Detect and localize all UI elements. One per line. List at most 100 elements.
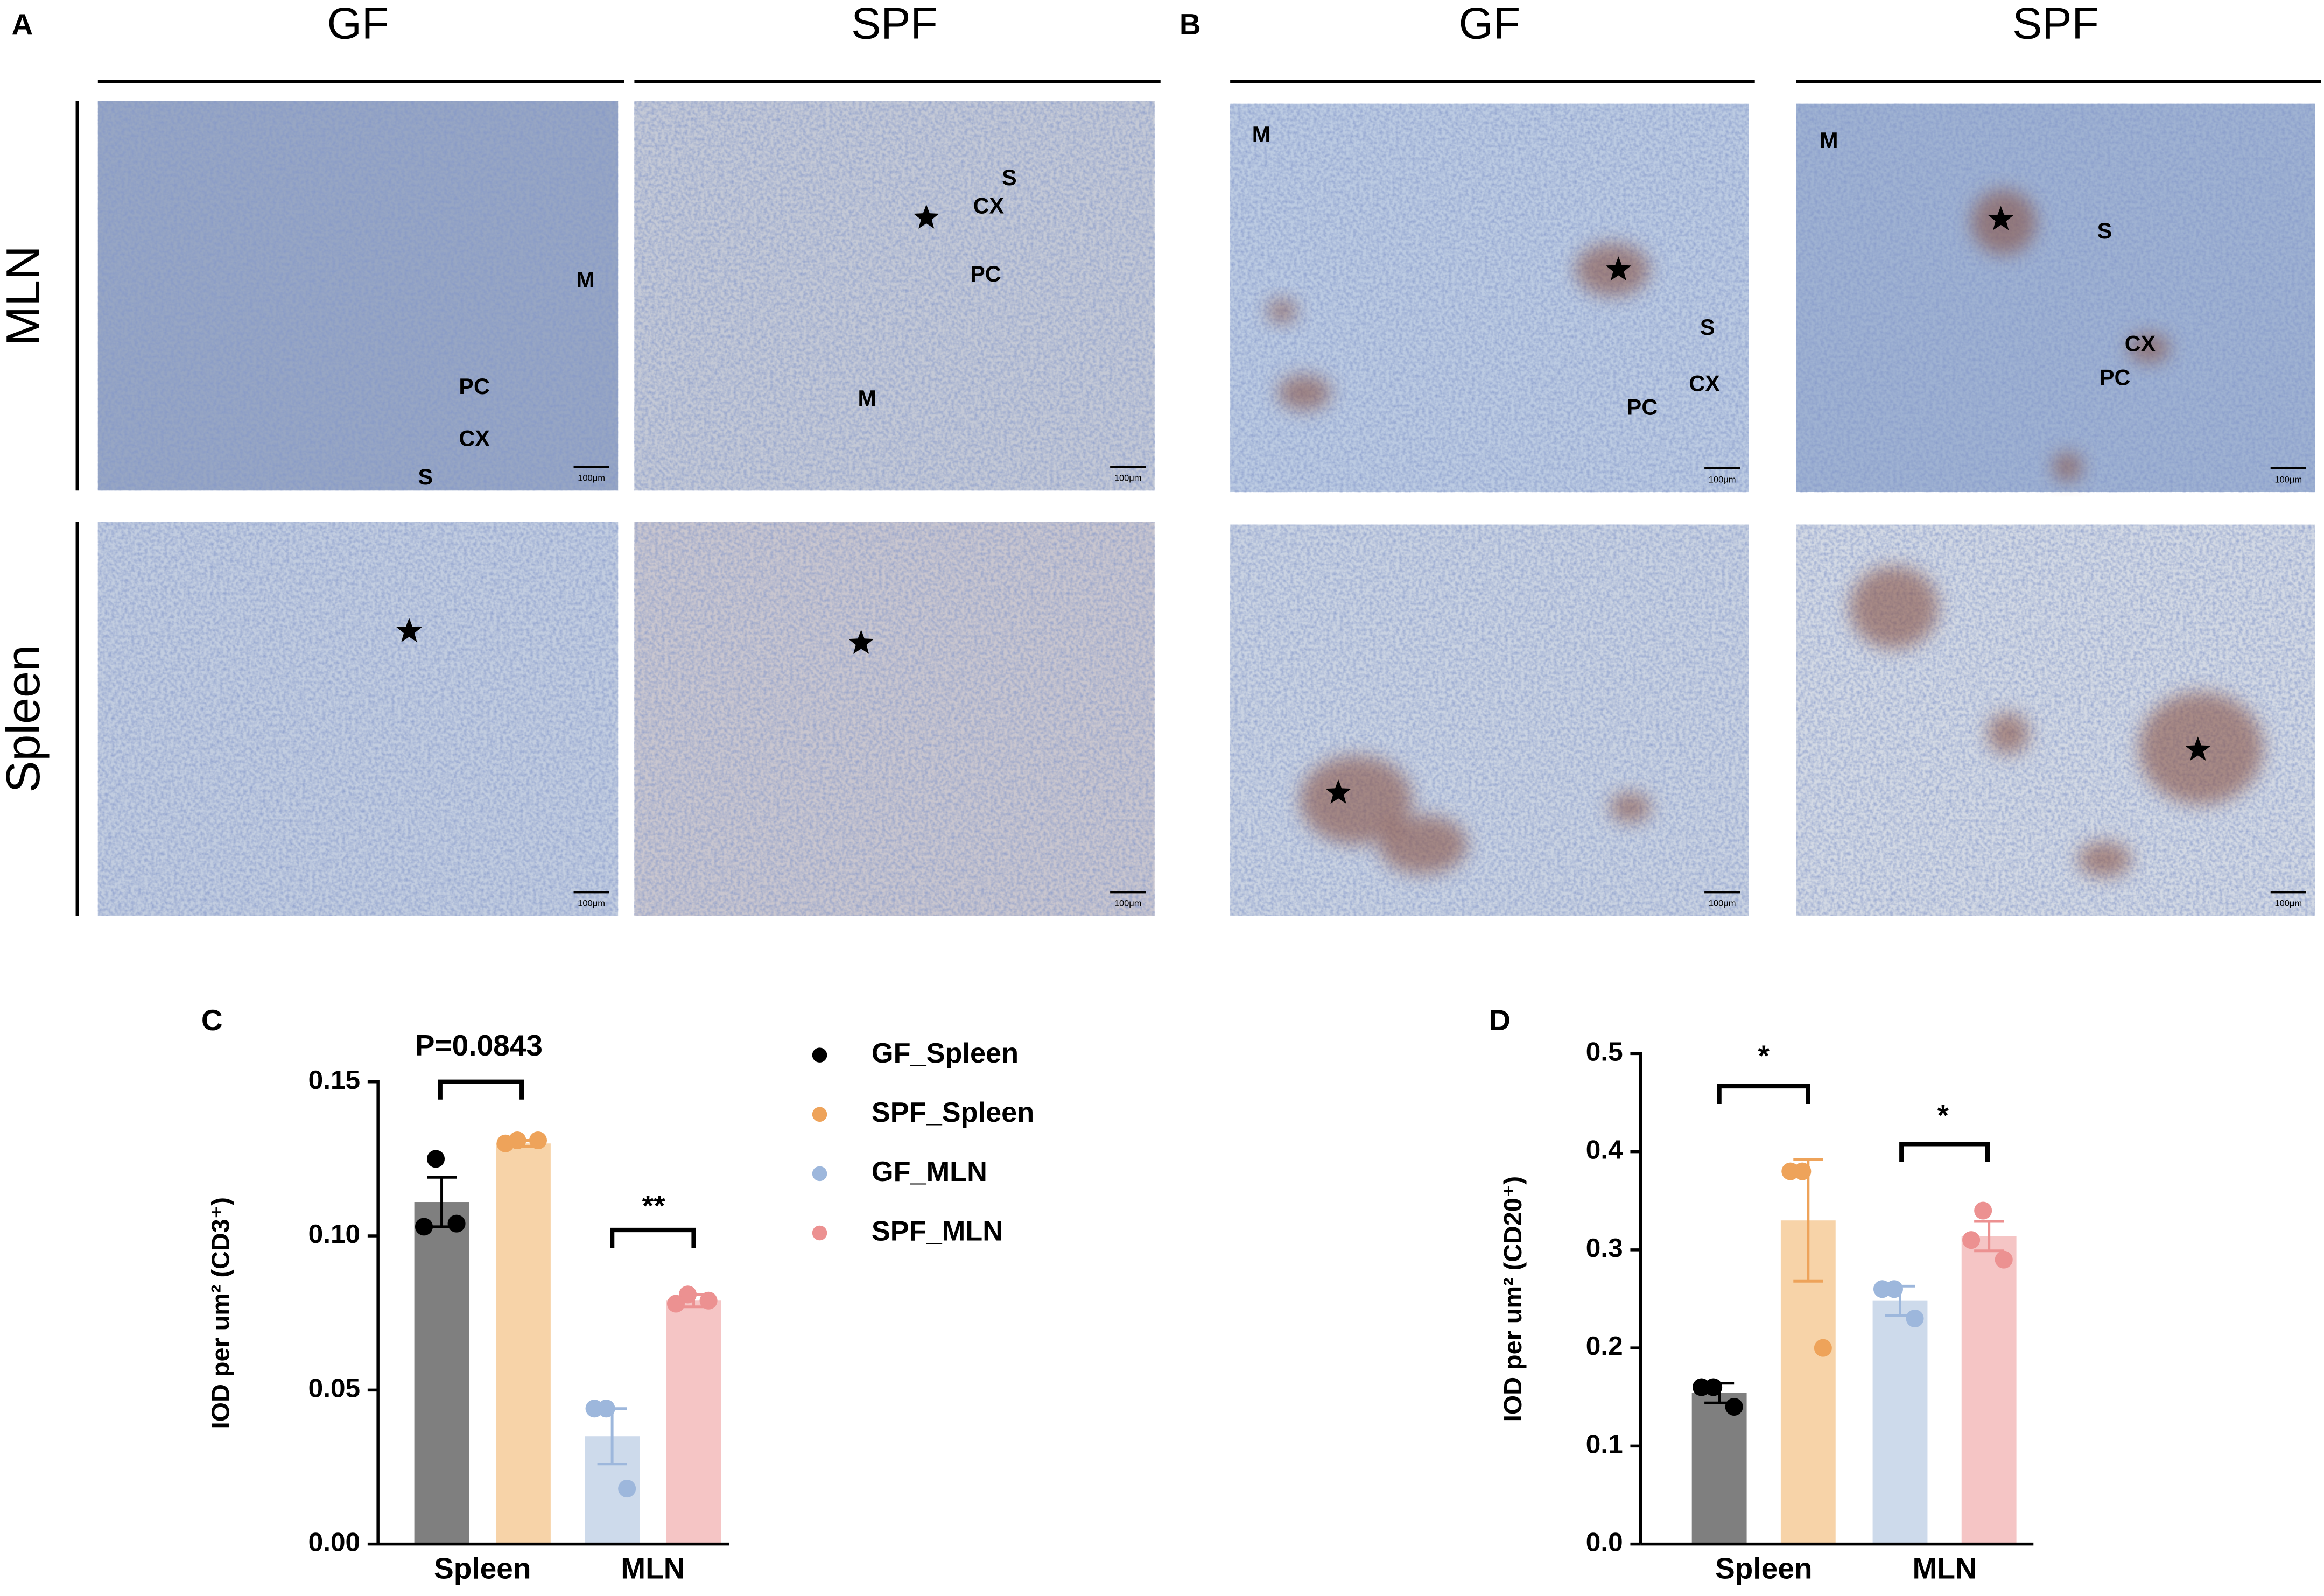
stain-region — [2077, 841, 2131, 877]
star-marker — [1988, 206, 2014, 230]
stain-region — [1300, 756, 1413, 845]
bar — [1872, 1300, 1928, 1544]
data-point — [1693, 1378, 1711, 1396]
error-bar — [679, 1293, 709, 1309]
tissue-annotation: S — [2097, 219, 2112, 243]
data-point — [618, 1480, 636, 1498]
y-tick-label: 0.5 — [1586, 1036, 1623, 1066]
legend-marker — [812, 1107, 827, 1122]
tissue-annotation: S — [418, 465, 433, 489]
tissue-annotation: M — [1820, 128, 1838, 153]
data-point — [427, 1150, 445, 1168]
panel-label: A — [12, 8, 33, 41]
data-point — [1962, 1231, 1981, 1249]
error-bar — [1885, 1284, 1915, 1317]
error-bar — [1793, 1158, 1823, 1283]
stain-region — [2128, 333, 2170, 363]
column-header: GF — [1459, 0, 1521, 48]
tissue-texture — [1230, 524, 1749, 916]
star-marker — [914, 204, 939, 229]
data-point — [447, 1214, 466, 1233]
error-bar — [597, 1407, 627, 1466]
scale-bar-label: 100μm — [2274, 475, 2302, 484]
tissue-texture — [1230, 103, 1749, 493]
legend-label: GF_Spleen — [872, 1038, 1019, 1069]
data-point — [1781, 1162, 1800, 1180]
star-marker — [848, 630, 874, 654]
significance-label: * — [1937, 1098, 1949, 1131]
column-header: SPF — [2012, 0, 2099, 48]
error-bar — [1974, 1220, 2004, 1253]
y-tick-label: 0.3 — [1586, 1233, 1623, 1263]
data-point — [1814, 1339, 1832, 1357]
y-axis-label: IOD per um² (CD20⁺) — [1499, 1176, 1527, 1422]
legend-marker — [812, 1166, 827, 1182]
tissue-annotation: M — [1252, 122, 1270, 147]
scale-bar-label: 100μm — [1114, 899, 1142, 909]
y-tick-label: 0.0 — [1586, 1527, 1623, 1557]
legend-label: SPF_MLN — [872, 1215, 1003, 1247]
row-header: Spleen — [0, 645, 50, 792]
panel-label: C — [201, 1003, 223, 1037]
star-marker — [2185, 736, 2211, 761]
tissue-texture — [97, 522, 619, 916]
data-point — [415, 1218, 433, 1236]
scale-bar-label: 100μm — [578, 474, 605, 483]
data-point — [1906, 1309, 1924, 1327]
tissue-annotation: M — [858, 386, 876, 411]
tissue-annotation: PC — [1627, 395, 1658, 420]
error-bar — [508, 1139, 538, 1148]
tissue-annotation: PC — [459, 374, 489, 399]
legend-marker — [812, 1047, 827, 1063]
legend-label: SPF_Spleen — [872, 1097, 1034, 1128]
tissue-annotation: PC — [2100, 365, 2130, 390]
y-tick-label: 0.15 — [308, 1065, 360, 1095]
tissue-texture — [634, 101, 1155, 491]
tissue-annotation: CX — [1689, 371, 1720, 396]
data-point — [666, 1295, 685, 1313]
column-header: SPF — [851, 0, 938, 48]
significance-bracket — [1717, 1084, 1810, 1104]
stain-region — [1849, 566, 1939, 649]
y-tick-label: 0.05 — [308, 1373, 360, 1403]
data-point — [496, 1134, 515, 1152]
significance-bracket — [1899, 1142, 1990, 1162]
bar — [414, 1202, 469, 1544]
bar — [1691, 1393, 1747, 1544]
star-marker — [1605, 256, 1632, 281]
scale-bar-label: 100μm — [1709, 475, 1736, 484]
panel-label: D — [1489, 1003, 1511, 1037]
y-tick-label: 0.00 — [308, 1527, 360, 1557]
tissue-annotation: CX — [973, 193, 1005, 218]
tissue-annotation: S — [1002, 165, 1017, 190]
data-point — [699, 1291, 718, 1310]
tissue-texture — [1796, 103, 2315, 493]
bar — [1961, 1236, 2017, 1544]
data-point — [1995, 1250, 2013, 1269]
y-tick-label: 0.1 — [1586, 1429, 1623, 1459]
stain-region — [1378, 815, 1468, 875]
significance-bracket — [438, 1079, 524, 1100]
tissue-annotation: PC — [970, 262, 1001, 286]
significance-label: ** — [642, 1189, 665, 1222]
column-header: GF — [327, 0, 389, 48]
stain-region — [2053, 452, 2083, 482]
tissue-annotation: M — [576, 268, 594, 292]
tissue-annotation: CX — [2125, 331, 2156, 356]
panel-label: B — [1179, 8, 1201, 41]
star-marker — [396, 618, 422, 642]
stain-region — [1609, 792, 1651, 822]
significance-bracket — [610, 1227, 696, 1248]
stain-region — [1987, 713, 2030, 755]
stain-region — [1267, 299, 1297, 324]
data-point — [1725, 1397, 1743, 1416]
data-point — [1974, 1201, 1992, 1220]
row-header: MLN — [0, 245, 50, 346]
scale-bar-label: 100μm — [578, 899, 605, 909]
tissue-annotation: CX — [459, 426, 490, 451]
x-tick-label: MLN — [1912, 1552, 1976, 1585]
scale-bar-label: 100μm — [1114, 474, 1142, 483]
y-tick-label: 0.10 — [308, 1219, 360, 1249]
